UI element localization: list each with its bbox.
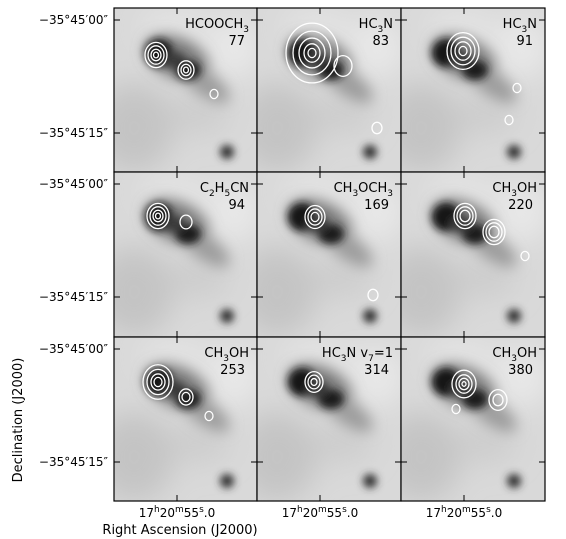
panel-number-label: 253	[220, 363, 245, 378]
emission-contours	[144, 41, 219, 100]
dec-tick-label-bottom: −35°45′15″	[39, 126, 109, 140]
ra-tick-label: 17h20m55s.0	[426, 505, 503, 520]
emission-contours	[304, 204, 379, 302]
ra-tick-label: 17h20m55s.0	[282, 505, 359, 520]
panel-number-label: 220	[508, 198, 533, 213]
grayscale-image	[257, 172, 401, 337]
x-axis-title: Right Ascension (J2000)	[102, 523, 257, 538]
grayscale-image	[401, 172, 545, 337]
panel-species-label: HC3N	[359, 17, 393, 35]
emission-contours	[304, 370, 324, 393]
panel-number-label: 380	[508, 363, 533, 378]
grayscale-image	[257, 8, 401, 172]
panel-species-label: CH3OH	[492, 346, 537, 364]
dec-tick-label-top: −35°45′00″	[39, 342, 109, 356]
dec-tick-label-bottom: −35°45′15″	[39, 455, 109, 469]
grayscale-image	[401, 8, 545, 172]
emission-contours	[451, 369, 508, 415]
panel-species-label: CH3OH	[204, 346, 249, 364]
panel-species-label: C2H5CN	[200, 181, 249, 199]
emission-contours	[453, 202, 530, 262]
emission-contours	[446, 31, 522, 126]
grayscale-image	[401, 337, 545, 501]
ra-tick-label: 17h20m55s.0	[139, 505, 216, 520]
grayscale-image	[114, 337, 257, 501]
dec-tick-label-top: −35°45′00″	[39, 13, 109, 27]
panel-species-label: HC3N	[503, 17, 537, 35]
panel-number-label: 169	[364, 198, 389, 213]
grayscale-image	[257, 337, 401, 501]
panel-species-label: HCOOCH3	[185, 17, 249, 35]
panel-species-label: HC3N v7=1	[322, 346, 393, 364]
panel-species-label: CH3OH	[492, 181, 537, 199]
panel-species-label: CH3OCH3	[334, 181, 393, 199]
emission-contours	[285, 22, 383, 135]
panel-number-label: 91	[516, 34, 533, 49]
panel-number-label: 77	[228, 34, 245, 49]
dec-tick-label-bottom: −35°45′15″	[39, 290, 109, 304]
emission-contours	[146, 202, 193, 230]
panel-number-label: 83	[372, 34, 389, 49]
panel-frame	[400, 336, 546, 502]
y-axis-title: Declination (J2000)	[11, 358, 26, 483]
grayscale-image	[114, 8, 257, 172]
dec-tick-label-top: −35°45′00″	[39, 177, 109, 191]
panel-number-label: 94	[228, 198, 245, 213]
panel-number-label: 314	[364, 363, 389, 378]
grayscale-image	[114, 172, 257, 337]
emission-contours	[142, 364, 214, 422]
